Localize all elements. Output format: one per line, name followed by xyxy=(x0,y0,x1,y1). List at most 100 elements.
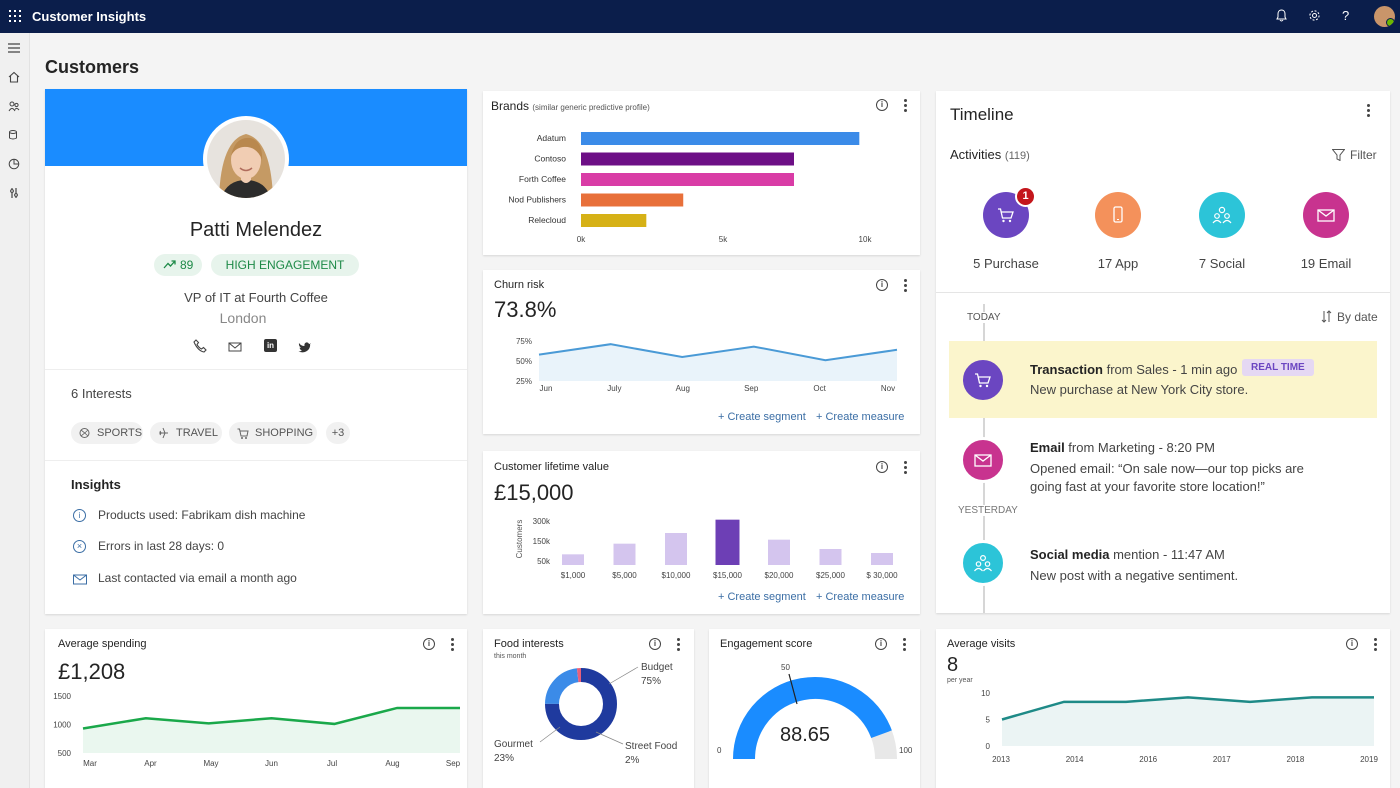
app-activity-button[interactable] xyxy=(1095,192,1141,238)
more-options-icon[interactable] xyxy=(903,638,906,651)
info-icon[interactable]: i xyxy=(1346,638,1358,650)
bar xyxy=(665,533,687,565)
engagement-badge: HIGH ENGAGEMENT xyxy=(211,254,359,276)
bar xyxy=(715,519,740,565)
filter-icon[interactable] xyxy=(1331,148,1346,162)
event-type: Email xyxy=(1030,440,1065,455)
sort-icon[interactable] xyxy=(1321,310,1333,323)
divider xyxy=(45,460,467,461)
social-activity-button[interactable] xyxy=(1199,192,1245,238)
info-icon: i xyxy=(73,509,86,522)
x-tick-label: Mar xyxy=(83,759,97,768)
brands-title-text: Brands xyxy=(491,99,530,113)
series-line xyxy=(538,343,898,362)
more-options-icon[interactable] xyxy=(1367,104,1370,117)
database-icon[interactable] xyxy=(7,129,21,143)
interest-label: TRAVEL xyxy=(176,427,218,439)
phone-icon[interactable] xyxy=(193,339,207,353)
filter-button[interactable]: Filter xyxy=(1350,148,1377,162)
x-tick-label: Apr xyxy=(144,759,157,768)
home-icon[interactable] xyxy=(7,71,21,85)
y-tick-label: 75% xyxy=(516,337,532,346)
sort-by-date-button[interactable]: By date xyxy=(1337,310,1378,324)
info-icon[interactable]: i xyxy=(876,279,888,291)
airplane-icon xyxy=(158,422,169,452)
phone-app-icon xyxy=(1113,206,1123,223)
email-activity-button[interactable] xyxy=(1303,192,1349,238)
more-options-icon[interactable] xyxy=(677,638,680,651)
more-options-icon[interactable] xyxy=(904,461,907,474)
menu-icon[interactable] xyxy=(7,42,21,56)
y-tick-label: 0 xyxy=(986,742,991,751)
transaction-event-icon xyxy=(960,357,1006,403)
gear-icon[interactable] xyxy=(1308,9,1321,25)
gauge-target-marker xyxy=(788,673,798,705)
bell-icon[interactable] xyxy=(1276,9,1287,25)
email-event-icon xyxy=(960,437,1006,483)
more-options-icon[interactable] xyxy=(904,279,907,292)
engagement-score-chip: 89 xyxy=(154,254,202,276)
event-meta: from Marketing - 8:20 PM xyxy=(1064,440,1215,455)
x-tick-label: 5k xyxy=(719,235,728,244)
left-nav xyxy=(0,33,30,788)
food-interests-subtitle: this month xyxy=(494,653,527,660)
bar-label: Adatum xyxy=(537,133,566,143)
more-options-icon[interactable] xyxy=(451,638,454,651)
people-icon[interactable] xyxy=(7,100,21,114)
people-icon xyxy=(974,555,992,572)
bar xyxy=(613,543,636,565)
twitter-icon[interactable] xyxy=(298,340,312,353)
page-title: Customers xyxy=(45,57,140,77)
info-icon[interactable]: i xyxy=(876,461,888,473)
event-type: Social media xyxy=(1030,547,1110,562)
create-measure-link[interactable]: + Create measure xyxy=(816,591,905,603)
divider xyxy=(936,292,1390,293)
food-label-pct: 23% xyxy=(494,753,515,764)
mail-icon xyxy=(1317,209,1335,222)
bar xyxy=(581,214,647,227)
more-options-icon[interactable] xyxy=(904,99,907,112)
app-launcher-icon[interactable] xyxy=(9,10,21,22)
leader-line xyxy=(608,666,639,685)
info-icon[interactable]: i xyxy=(649,638,661,650)
app-title: Customer Insights xyxy=(32,9,147,24)
food-donut-chart xyxy=(539,666,639,745)
timeline-event-title: Email from Marketing - 8:20 PM xyxy=(1030,440,1215,455)
cart-icon xyxy=(998,208,1014,223)
user-avatar[interactable] xyxy=(1374,6,1395,27)
people-icon xyxy=(1212,206,1232,224)
chart-pie-icon[interactable] xyxy=(7,158,21,172)
insight-item: Errors in last 28 days: 0 xyxy=(98,539,225,553)
create-segment-link[interactable]: + Create segment xyxy=(718,591,806,603)
create-measure-link[interactable]: + Create measure xyxy=(816,411,905,423)
create-segment-link[interactable]: + Create segment xyxy=(718,411,806,423)
x-tick-label: 2017 xyxy=(1213,755,1231,764)
linkedin-icon[interactable]: in xyxy=(264,339,277,352)
info-icon[interactable]: i xyxy=(876,99,888,111)
insight-item: Products used: Fabrikam dish machine xyxy=(98,508,306,522)
x-tick-label: $10,000 xyxy=(662,571,691,580)
activities-heading: Activities (119) xyxy=(950,147,1030,162)
interest-chip-shopping[interactable]: SHOPPING xyxy=(229,422,317,444)
x-tick-label: 2014 xyxy=(1066,755,1084,764)
leader-line xyxy=(539,726,561,743)
churn-title: Churn risk xyxy=(494,279,545,291)
info-icon[interactable]: i xyxy=(875,638,887,650)
tools-icon[interactable] xyxy=(7,187,21,201)
interests-more[interactable]: +3 xyxy=(326,422,350,444)
mail-icon[interactable] xyxy=(228,340,242,352)
more-options-icon[interactable] xyxy=(1374,638,1377,651)
brands-subtitle: (similar generic predictive profile) xyxy=(532,103,650,112)
avg-visits-card: Average visits i 8 per year 10 5 0 2013 2014… xyxy=(936,629,1390,788)
food-label-street-food: Street Food 2% xyxy=(625,740,677,768)
interest-chip-sports[interactable]: SPORTS xyxy=(71,422,143,444)
info-icon[interactable]: i xyxy=(423,638,435,650)
gauge-fill xyxy=(733,677,892,760)
interest-chip-travel[interactable]: TRAVEL xyxy=(150,422,222,444)
yesterday-label: YESTERDAY xyxy=(958,505,1018,516)
help-icon[interactable]: ? xyxy=(1342,8,1350,23)
x-tick-label: 2013 xyxy=(992,755,1010,764)
area-fill xyxy=(1002,697,1374,746)
create-measure-label: Create measure xyxy=(825,591,905,603)
x-tick-label: $25,000 xyxy=(816,571,845,580)
